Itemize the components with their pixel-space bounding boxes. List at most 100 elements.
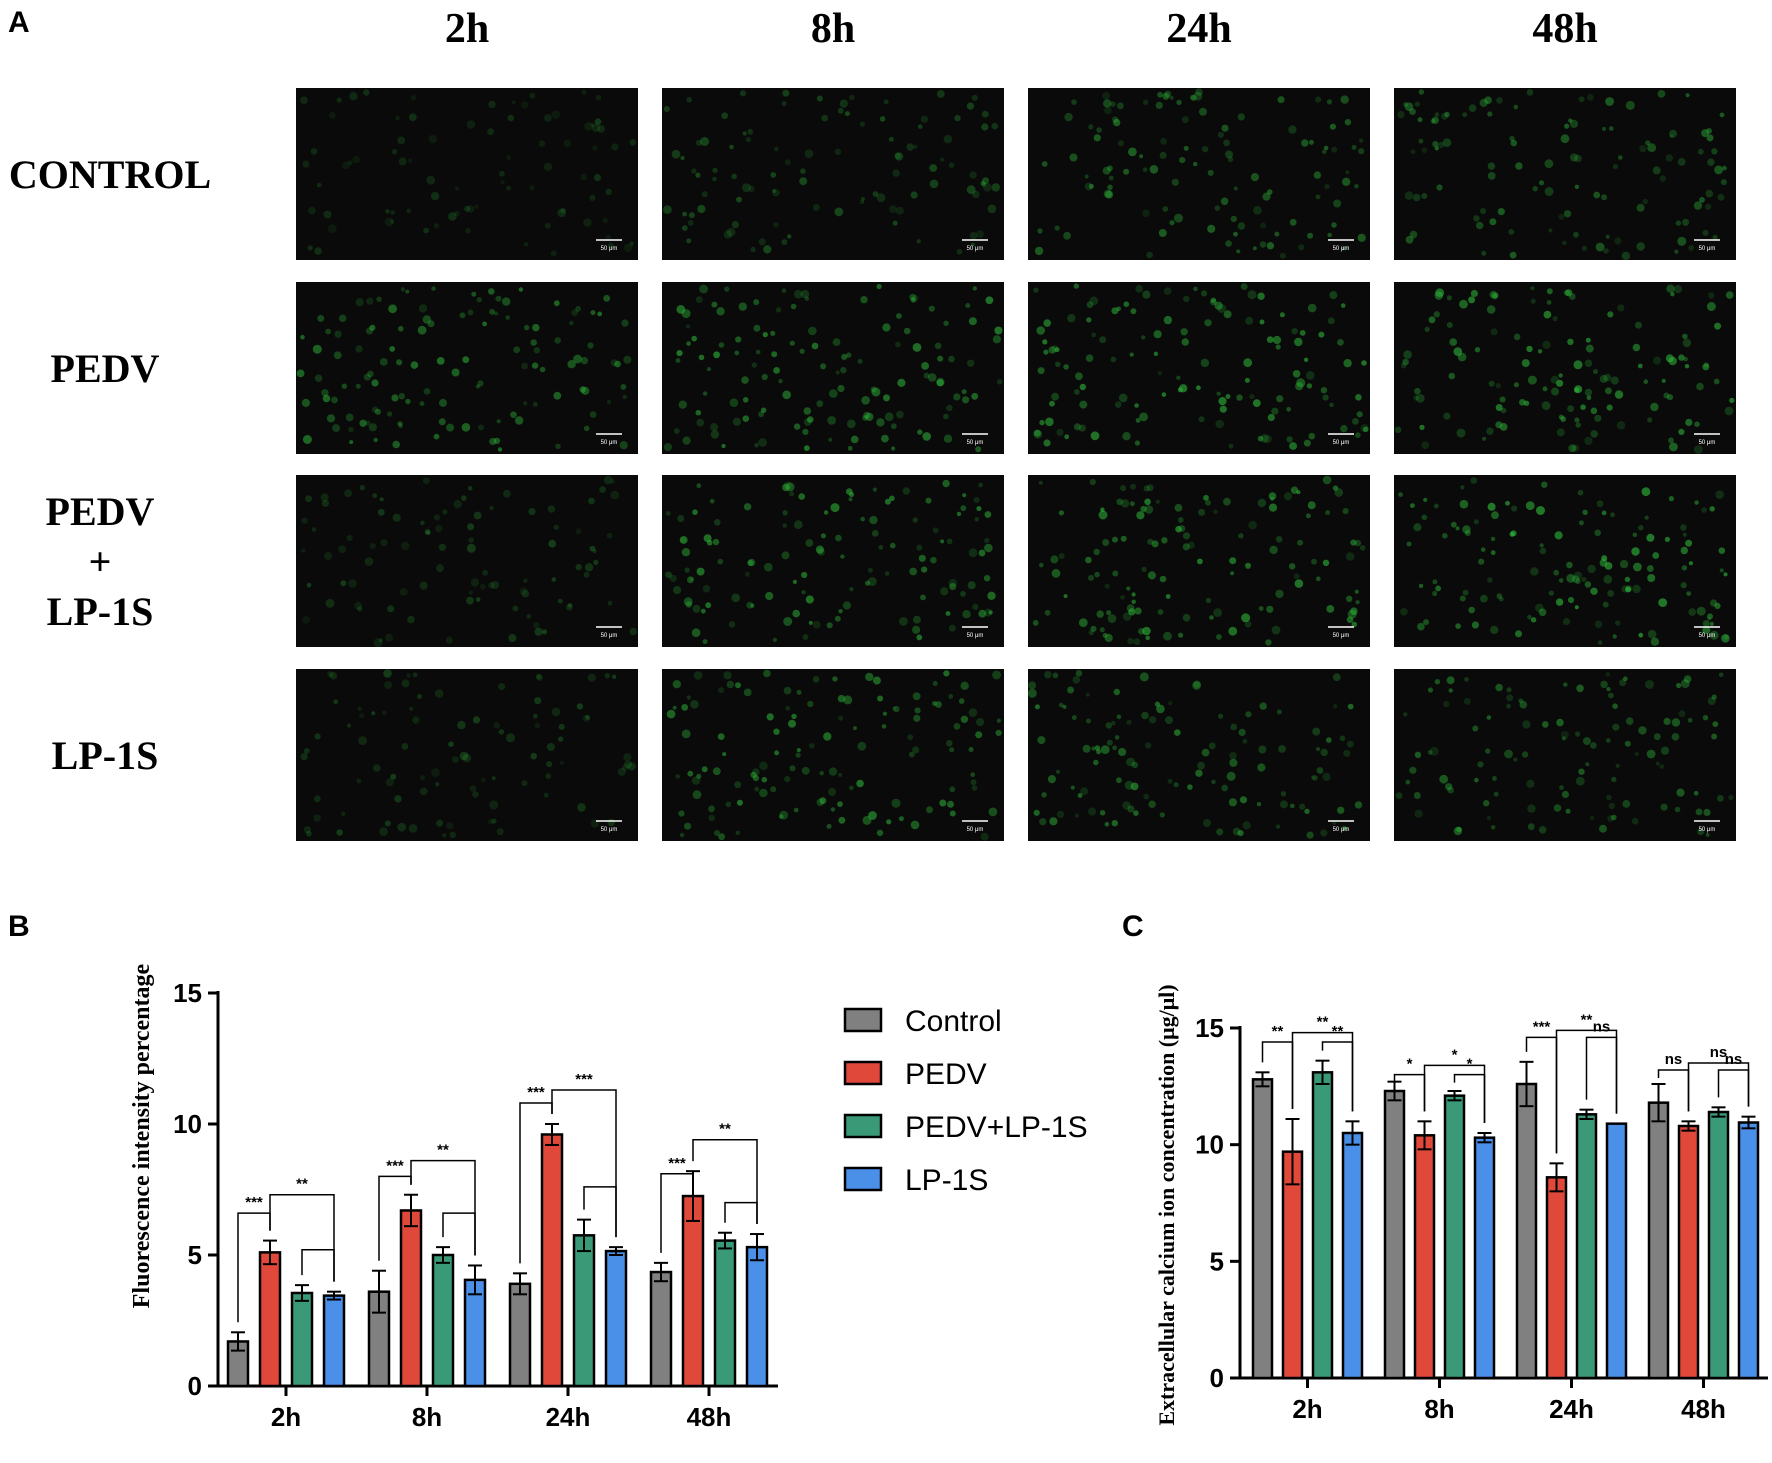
- cell-dot: [686, 238, 692, 244]
- cell-dot: [1129, 501, 1135, 507]
- scale-bar-label: 50 μm: [967, 246, 984, 252]
- cell-dot: [663, 205, 672, 214]
- cell-dot: [1157, 91, 1163, 98]
- cell-dot: [972, 603, 979, 610]
- cell-dot: [1304, 808, 1310, 814]
- bar-PEDV-2h: [258, 1251, 282, 1388]
- cell-dot: [503, 489, 511, 498]
- cell-dot: [1149, 165, 1159, 174]
- row-header-line: PEDV: [46, 489, 155, 534]
- cell-dot: [675, 774, 680, 779]
- cell-dot: [1581, 245, 1588, 251]
- cell-dot: [1198, 508, 1206, 516]
- cell-dot: [1116, 714, 1122, 720]
- cell-dot: [521, 362, 529, 370]
- cell-dot: [1157, 371, 1162, 376]
- cell-dot: [803, 407, 812, 415]
- cell-dot: [412, 716, 420, 724]
- significance-bracket: [410, 1159, 476, 1256]
- cell-dot: [1200, 358, 1210, 368]
- cell-dot: [1058, 510, 1064, 516]
- cell-dot: [949, 747, 955, 753]
- cell-dot: [1657, 90, 1666, 98]
- cell-dot: [1292, 370, 1301, 378]
- cell-dot: [714, 830, 720, 836]
- cell-dot: [706, 367, 712, 372]
- cell-dot: [968, 708, 978, 717]
- cell-dot: [792, 579, 798, 585]
- cell-dot: [791, 713, 797, 720]
- cell-dot: [784, 159, 791, 166]
- cell-dot: [583, 571, 590, 578]
- cell-dot: [1661, 378, 1666, 383]
- cell-dot: [1702, 620, 1710, 627]
- cell-dot: [529, 92, 536, 99]
- cell-dot: [1168, 701, 1173, 706]
- cell-dot: [372, 406, 379, 413]
- cell-dot: [1032, 620, 1039, 626]
- cell-dot: [984, 543, 993, 553]
- cell-dot: [1677, 158, 1686, 166]
- cell-dot: [1296, 490, 1301, 495]
- cell-dot: [1561, 736, 1566, 741]
- cell-dot: [857, 358, 863, 364]
- cell-dot: [1245, 562, 1251, 568]
- cell-dot: [418, 304, 428, 313]
- cell-dot: [1110, 356, 1117, 363]
- cell-dot: [1697, 828, 1705, 836]
- cell-dot: [1098, 510, 1108, 520]
- cell-dot: [949, 786, 956, 793]
- significance-label: **: [1272, 1023, 1284, 1040]
- cell-dot: [1552, 316, 1558, 322]
- cell-dot: [1632, 343, 1641, 352]
- cell-dot: [849, 785, 854, 791]
- cell-dot: [1499, 396, 1506, 403]
- cell-dot: [886, 819, 892, 825]
- cell-dot: [1622, 676, 1628, 682]
- cell-dot: [1624, 740, 1631, 747]
- row-header-line: CONTROL: [9, 152, 211, 197]
- cell-dot: [487, 128, 494, 136]
- cell-dot: [835, 534, 842, 542]
- cell-dot: [783, 686, 792, 695]
- cell-dot: [1217, 304, 1227, 313]
- cell-dot: [673, 586, 682, 595]
- cell-dot: [956, 511, 962, 517]
- cell-dot: [1644, 515, 1649, 520]
- cell-dot: [1652, 166, 1661, 175]
- cell-dot: [1445, 783, 1453, 791]
- cell-dot: [1209, 615, 1214, 620]
- cell-dot: [410, 94, 416, 101]
- cell-dot: [1033, 287, 1039, 293]
- cell-dot: [1402, 358, 1409, 366]
- cell-dot: [355, 383, 361, 389]
- cell-dot: [1712, 721, 1719, 727]
- cell-dot: [1197, 761, 1205, 770]
- cell-dot: [382, 710, 387, 716]
- row-header-line: LP-1S: [52, 733, 159, 778]
- cell-dot: [1120, 485, 1127, 492]
- cell-dot: [850, 435, 859, 444]
- cell-dot: [1574, 417, 1580, 423]
- cell-dot: [1351, 144, 1357, 150]
- cell-dot: [1284, 492, 1292, 501]
- cell-dot: [713, 351, 720, 359]
- cell-dot: [398, 157, 407, 166]
- cell-dot: [1459, 499, 1469, 509]
- cell-dot: [960, 715, 969, 723]
- cell-dot: [521, 589, 530, 598]
- cell-dot: [431, 286, 436, 291]
- cell-dot: [701, 766, 708, 773]
- cell-dot: [954, 114, 961, 122]
- cell-dot: [1164, 90, 1172, 98]
- cell-dot: [1636, 242, 1645, 251]
- cell-dot: [1341, 246, 1347, 251]
- cell-dot: [1530, 567, 1539, 576]
- cell-dot: [1195, 88, 1203, 96]
- cell-dot: [1468, 104, 1477, 112]
- cell-dot: [1563, 289, 1570, 296]
- cell-dot: [555, 443, 561, 449]
- cell-dot: [781, 101, 787, 107]
- cell-dot: [920, 594, 926, 601]
- cell-dot: [1558, 373, 1563, 378]
